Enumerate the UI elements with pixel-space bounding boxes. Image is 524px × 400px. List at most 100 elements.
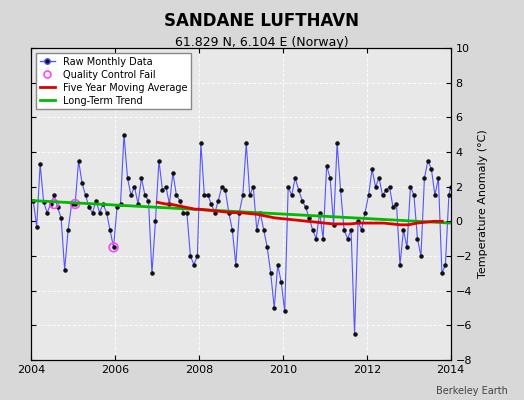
Point — [343, 236, 352, 242]
Point — [340, 227, 348, 233]
Point — [246, 192, 254, 198]
Point — [78, 180, 86, 186]
Point — [441, 262, 450, 268]
Point — [193, 253, 202, 259]
Point — [385, 184, 394, 190]
Point — [169, 170, 177, 176]
Point — [399, 227, 408, 233]
Point — [110, 244, 118, 250]
Point — [217, 184, 226, 190]
Point — [333, 140, 341, 146]
Point — [347, 227, 355, 233]
Text: 61.829 N, 6.104 E (Norway): 61.829 N, 6.104 E (Norway) — [175, 36, 349, 49]
Point — [60, 267, 69, 273]
Point — [330, 222, 338, 228]
Point — [427, 166, 435, 172]
Point — [183, 210, 191, 216]
Point — [221, 187, 230, 193]
Point — [50, 201, 58, 207]
Point — [165, 201, 173, 207]
Point — [64, 227, 72, 233]
Point — [263, 244, 271, 250]
Point — [294, 187, 303, 193]
Point — [410, 192, 418, 198]
Point — [368, 166, 376, 172]
Point — [130, 184, 139, 190]
Point — [445, 192, 453, 198]
Point — [120, 132, 128, 138]
Point — [43, 210, 51, 216]
Point — [372, 184, 380, 190]
Point — [113, 204, 121, 211]
Point — [259, 227, 268, 233]
Point — [127, 192, 135, 198]
Point — [413, 236, 422, 242]
Point — [158, 187, 167, 193]
Point — [336, 187, 345, 193]
Point — [214, 197, 223, 204]
Point — [249, 184, 257, 190]
Point — [148, 270, 156, 276]
Point — [57, 215, 66, 221]
Point — [438, 270, 446, 276]
Point — [53, 204, 62, 211]
Point — [424, 158, 432, 164]
Point — [50, 192, 58, 198]
Point — [284, 184, 292, 190]
Point — [172, 192, 181, 198]
Point — [312, 236, 320, 242]
Point — [315, 210, 324, 216]
Point — [309, 227, 317, 233]
Point — [277, 279, 286, 285]
Point — [326, 175, 334, 181]
Point — [375, 175, 383, 181]
Point — [116, 201, 125, 207]
Point — [364, 192, 373, 198]
Point — [211, 210, 219, 216]
Point — [204, 192, 212, 198]
Point — [357, 227, 366, 233]
Point — [32, 223, 41, 230]
Point — [291, 175, 299, 181]
Point — [106, 227, 114, 233]
Point — [232, 262, 240, 268]
Point — [256, 210, 265, 216]
Point — [155, 158, 163, 164]
Point — [238, 192, 247, 198]
Point — [99, 201, 107, 207]
Point — [141, 192, 149, 198]
Point — [71, 201, 79, 207]
Point — [176, 197, 184, 204]
Point — [235, 210, 244, 216]
Point — [253, 227, 261, 233]
Point — [200, 192, 209, 198]
Point — [274, 262, 282, 268]
Point — [81, 192, 90, 198]
Point — [71, 201, 79, 207]
Point — [242, 140, 250, 146]
Point — [288, 192, 296, 198]
Point — [270, 305, 278, 311]
Point — [301, 204, 310, 211]
Point — [123, 175, 132, 181]
Point — [298, 197, 307, 204]
Point — [225, 210, 233, 216]
Legend: Raw Monthly Data, Quality Control Fail, Five Year Moving Average, Long-Term Tren: Raw Monthly Data, Quality Control Fail, … — [36, 53, 191, 109]
Point — [85, 204, 93, 211]
Point — [431, 192, 439, 198]
Point — [186, 253, 194, 259]
Point — [406, 184, 414, 190]
Point — [267, 270, 275, 276]
Point — [305, 215, 313, 221]
Point — [361, 210, 369, 216]
Y-axis label: Temperature Anomaly (°C): Temperature Anomaly (°C) — [477, 130, 487, 278]
Point — [134, 201, 142, 207]
Point — [39, 199, 48, 206]
Point — [354, 218, 362, 224]
Point — [434, 175, 443, 181]
Point — [95, 210, 104, 216]
Point — [102, 210, 111, 216]
Point — [74, 158, 83, 164]
Point — [322, 163, 331, 169]
Point — [68, 201, 76, 207]
